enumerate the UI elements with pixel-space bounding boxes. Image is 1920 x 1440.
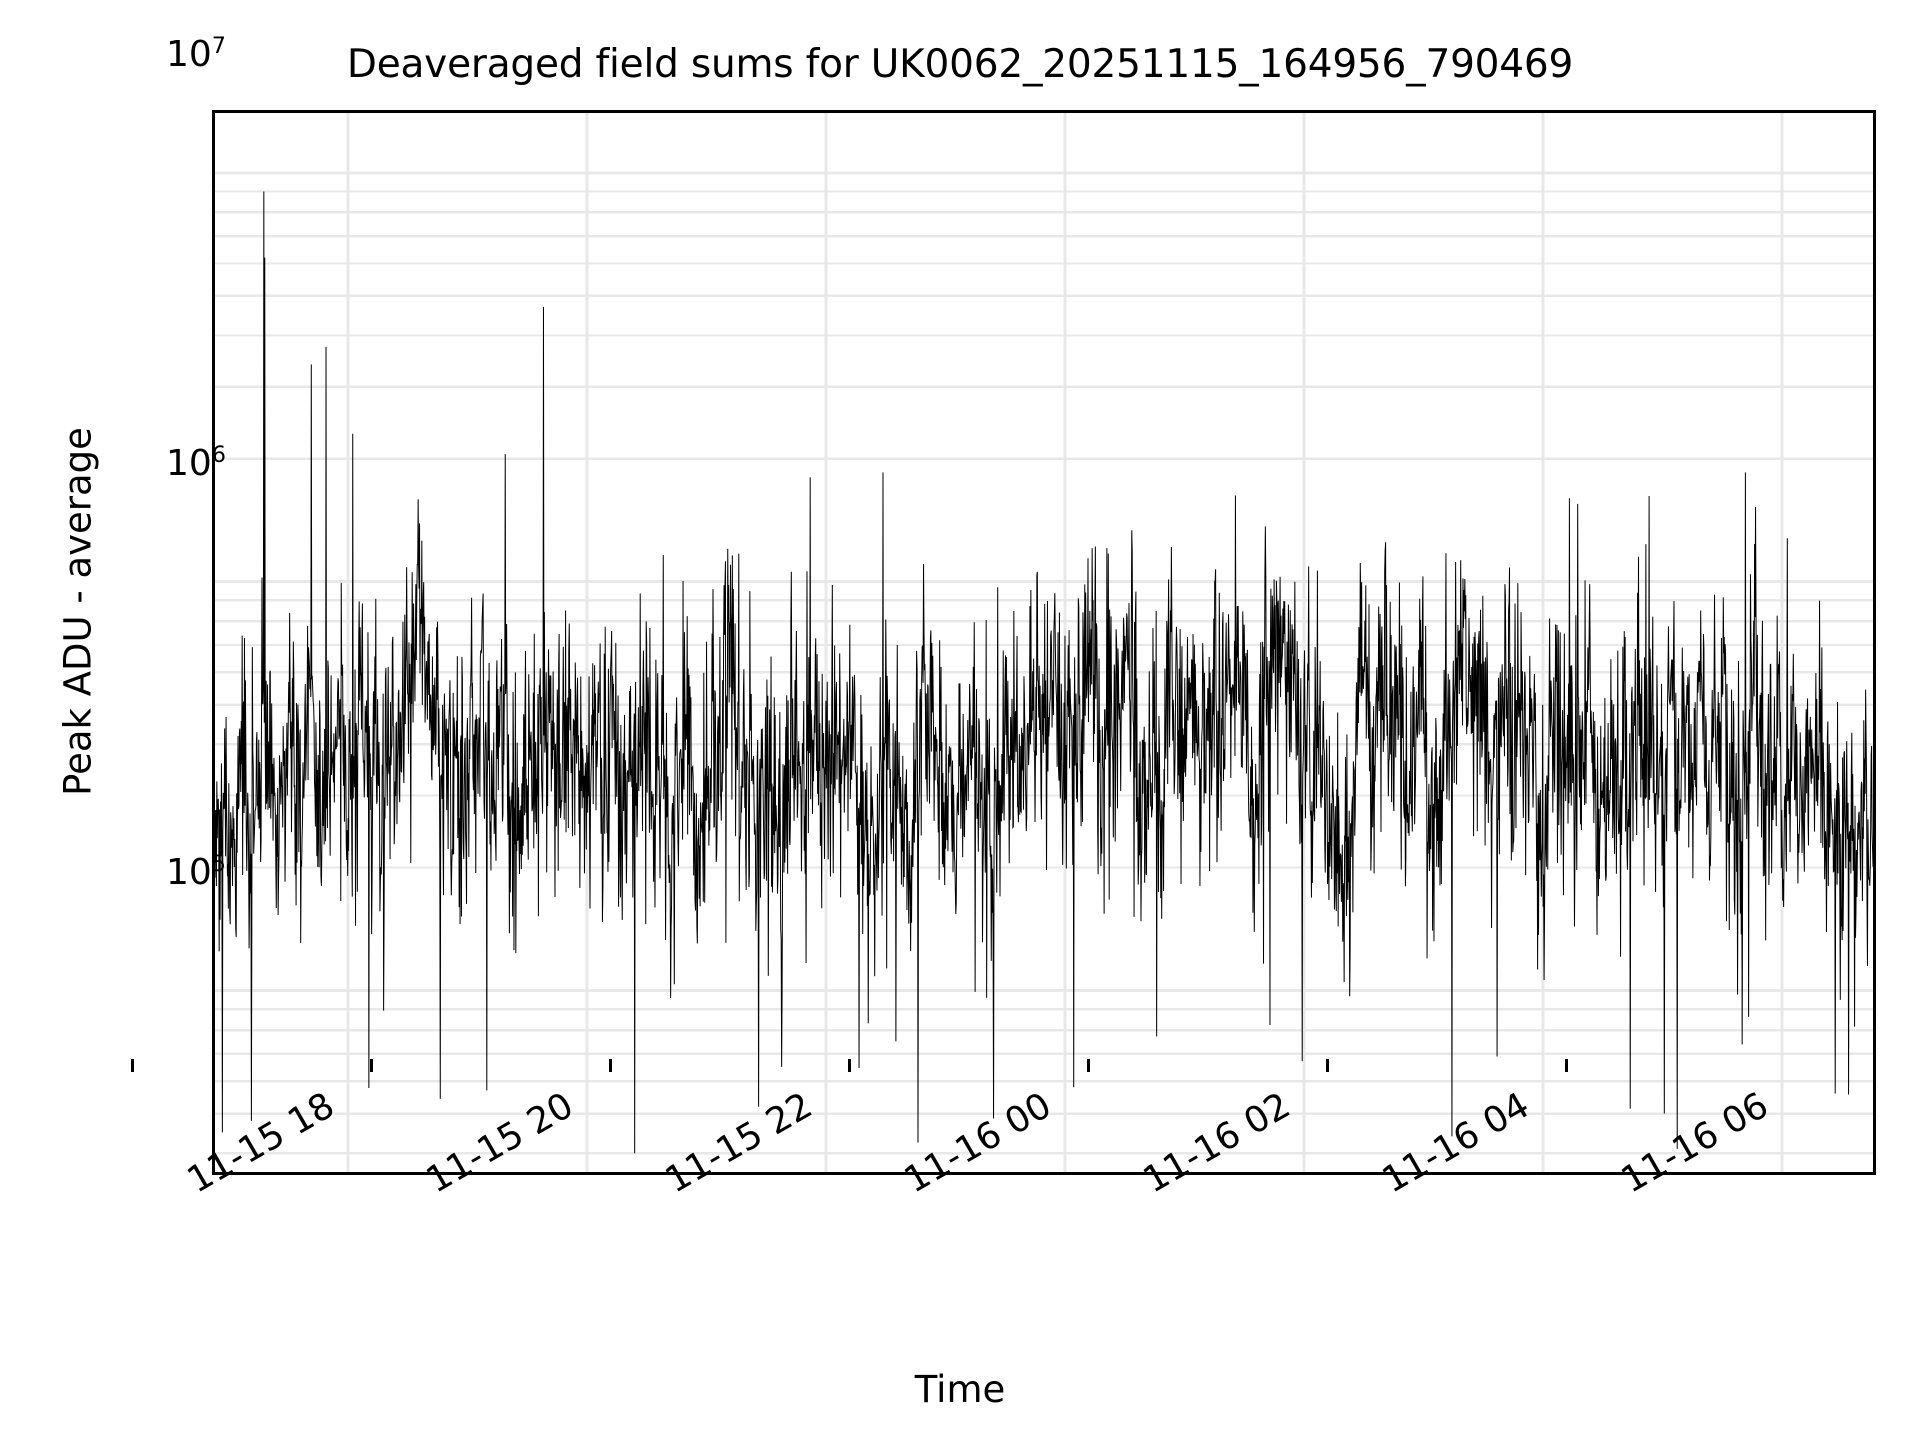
series-line (215, 191, 1873, 1154)
y-axis-label: Peak ADU - average (56, 427, 100, 796)
page-title: Deaveraged field sums for UK0062_2025111… (346, 42, 1574, 87)
x-axis-label: Time (914, 1368, 1006, 1411)
grid-minor-lines (215, 171, 1873, 1155)
x-tick-mark (131, 1059, 135, 1072)
data-series-layer (215, 191, 1873, 1154)
plot-svg (215, 113, 1873, 1172)
plot-area (212, 110, 1876, 1175)
